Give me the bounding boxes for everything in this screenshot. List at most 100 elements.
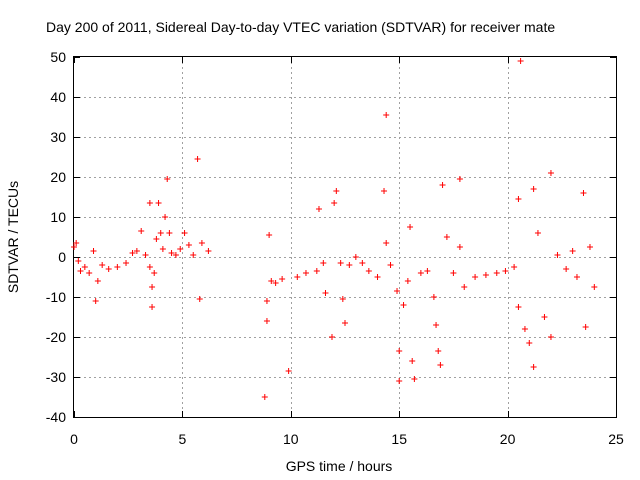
data-point	[374, 274, 381, 280]
data-point	[155, 200, 162, 206]
data-point	[92, 298, 99, 304]
data-point	[547, 170, 554, 176]
data-point	[331, 200, 338, 206]
y-tick-label: -20	[46, 329, 66, 345]
data-point	[339, 296, 346, 302]
data-point	[554, 252, 561, 258]
y-tick-label: 50	[50, 49, 66, 65]
data-point	[534, 230, 541, 236]
data-point	[138, 228, 145, 234]
data-point	[328, 334, 335, 340]
chart-title: Day 200 of 2011, Sidereal Day-to-day VTE…	[46, 19, 555, 35]
data-point	[443, 234, 450, 240]
data-point	[530, 364, 537, 370]
data-point	[77, 268, 84, 274]
x-tick-label: 5	[179, 431, 187, 447]
data-point	[266, 232, 273, 238]
data-point	[383, 240, 390, 246]
data-point	[146, 200, 153, 206]
grid	[74, 57, 616, 417]
data-point	[151, 270, 158, 276]
x-tick-label: 0	[70, 431, 78, 447]
data-point	[333, 188, 340, 194]
y-tick-label: 10	[50, 209, 66, 225]
data-point	[86, 270, 93, 276]
data-point	[105, 266, 112, 272]
data-point	[407, 224, 414, 230]
data-point	[315, 206, 322, 212]
data-point	[114, 264, 121, 270]
data-point	[75, 258, 82, 264]
data-point	[322, 290, 329, 296]
data-point	[394, 288, 401, 294]
data-point	[573, 274, 580, 280]
data-point	[493, 270, 500, 276]
data-point	[164, 176, 171, 182]
tick-labels: 0 5 10 15 20 25 -40 -30 -20 -10 0 10 20 30 40 50	[46, 49, 624, 447]
data-point	[591, 284, 598, 290]
data-point	[196, 296, 203, 302]
data-point	[365, 268, 372, 274]
y-tick-label: 40	[50, 89, 66, 105]
data-point	[517, 58, 524, 64]
data-point	[149, 304, 156, 310]
data-point	[582, 324, 589, 330]
data-point	[387, 262, 394, 268]
data-point	[472, 274, 479, 280]
data-point	[133, 248, 140, 254]
data-point	[439, 182, 446, 188]
data-point	[437, 362, 444, 368]
data-point	[409, 358, 416, 364]
data-point	[81, 264, 88, 270]
data-point	[404, 278, 411, 284]
data-point	[435, 348, 442, 354]
data-point	[123, 260, 130, 266]
data-point	[526, 340, 533, 346]
data-point	[313, 268, 320, 274]
data-point	[352, 254, 359, 260]
data-point	[521, 326, 528, 332]
data-point	[166, 230, 173, 236]
data-point	[272, 280, 279, 286]
data-point	[194, 156, 201, 162]
data-point	[541, 314, 548, 320]
data-point	[515, 304, 522, 310]
data-point	[433, 322, 440, 328]
data-point	[146, 264, 153, 270]
data-point	[450, 270, 457, 276]
data-point	[337, 260, 344, 266]
data-point	[563, 266, 570, 272]
data-point	[285, 368, 292, 374]
data-point	[461, 284, 468, 290]
x-axis-label: GPS time / hours	[286, 458, 393, 474]
data-point	[381, 188, 388, 194]
data-point	[320, 260, 327, 266]
data-point	[417, 270, 424, 276]
y-tick-label: 30	[50, 129, 66, 145]
data-point	[177, 246, 184, 252]
data-point	[261, 394, 268, 400]
data-point	[294, 274, 301, 280]
data-point	[90, 248, 97, 254]
data-point	[263, 318, 270, 324]
data-point	[168, 250, 175, 256]
y-tick-label: -10	[46, 289, 66, 305]
data-point	[383, 112, 390, 118]
x-tick-label: 10	[283, 431, 299, 447]
data-point	[190, 252, 197, 258]
data-point	[99, 262, 106, 268]
data-point	[71, 244, 77, 250]
data-point	[586, 244, 593, 250]
data-point	[149, 284, 156, 290]
y-tick-label: -40	[46, 409, 66, 425]
data-point	[511, 264, 518, 270]
data-point	[430, 294, 437, 300]
data-point	[129, 250, 136, 256]
x-tick-label: 25	[608, 431, 624, 447]
data-point	[268, 278, 275, 284]
data-point	[172, 252, 179, 258]
data-point	[185, 242, 192, 248]
data-point	[181, 230, 188, 236]
data-point	[396, 378, 403, 384]
